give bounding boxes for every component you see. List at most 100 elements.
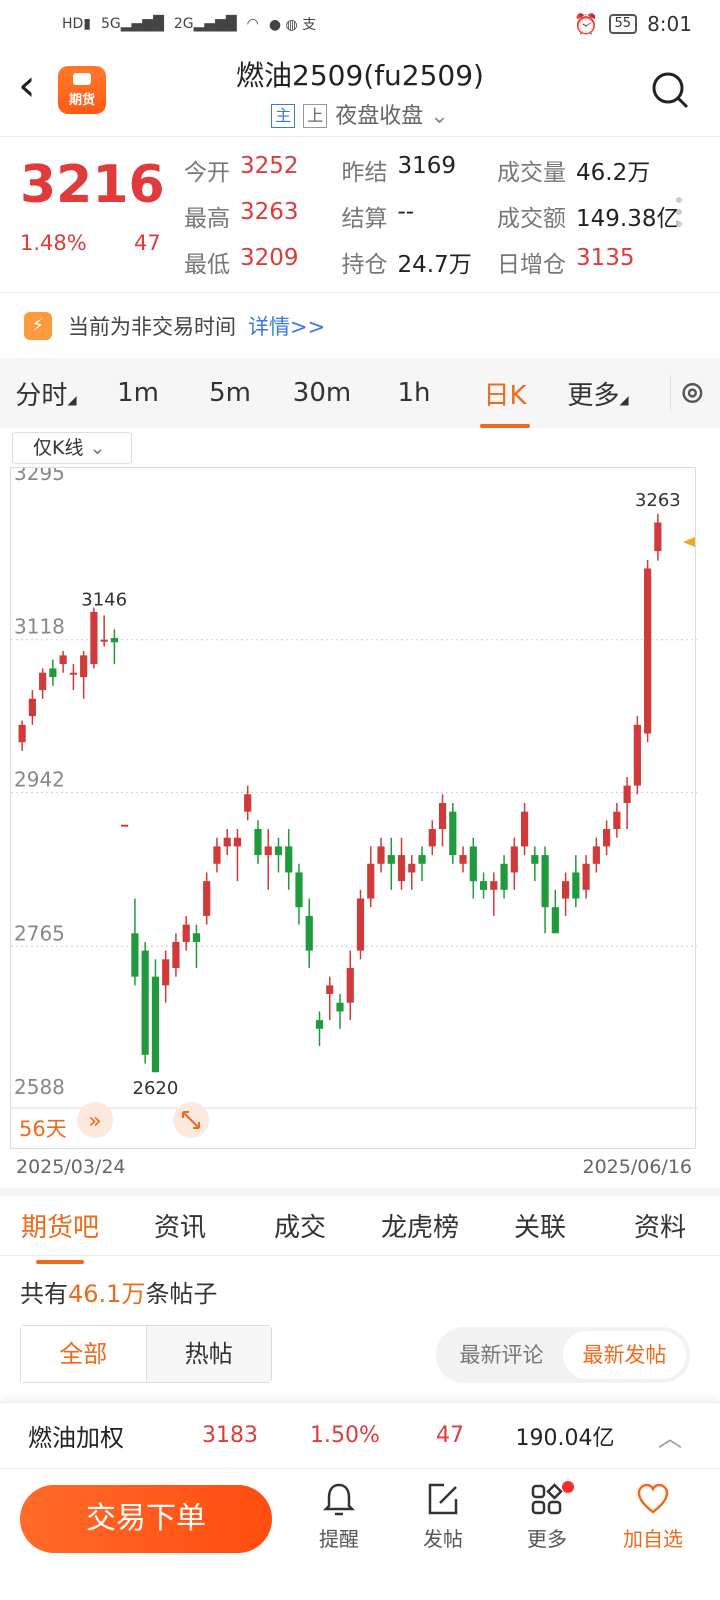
bell-icon (322, 1483, 356, 1516)
candle-body (387, 855, 395, 864)
sort-latest-post[interactable]: 最新发帖 (563, 1331, 686, 1379)
candlestick-chart[interactable]: 3295 3118 2942 2765 2588 3263 2620 3146 56天 » (10, 461, 697, 1149)
y-tick-label: 2765 (14, 921, 65, 945)
candle-body (100, 639, 108, 642)
lightning-icon: ⚡ (24, 311, 52, 340)
candle-body (326, 985, 334, 995)
quote-field: 成交额 149.38亿 (497, 199, 684, 233)
tab-news[interactable]: 资讯 (153, 1213, 206, 1243)
candle-body (336, 1002, 344, 1012)
y-tick-label: 2588 (14, 1075, 65, 1099)
tab-daily-k[interactable]: 日K (480, 375, 530, 428)
quote-field-label: 日增仓 (497, 252, 566, 278)
candle-body (49, 668, 57, 678)
chart-annotation: 3263 (635, 490, 681, 511)
nav-more[interactable]: 更多 (502, 1481, 592, 1552)
candle-body (438, 802, 447, 830)
double-chevron-icon: » (88, 1109, 101, 1134)
chevron-up-icon[interactable]: ︿ (658, 1424, 682, 1452)
candle-body (141, 950, 149, 1055)
quote-row: 今开 3252 昨结 3169 成交量 46.2万 (184, 147, 684, 193)
notification-dot (562, 1481, 574, 1493)
candle-body (500, 863, 508, 890)
filter-all-button[interactable]: 全部 (21, 1326, 147, 1382)
nav-remind[interactable]: 提醒 (294, 1481, 384, 1552)
related-change: 47 (436, 1423, 464, 1448)
quote-field: 昨结 3169 (341, 153, 497, 187)
tab-leaderboard[interactable]: 龙虎榜 (380, 1213, 459, 1243)
session-selector[interactable]: 主上夜盘收盘 ⌄ (0, 98, 720, 130)
post-count: 共有46.1万条帖子 (20, 1280, 218, 1308)
candle-body (490, 881, 498, 890)
candle-body (592, 846, 600, 864)
candle-body (531, 855, 539, 864)
main-contract-tag: 主 (271, 104, 296, 128)
candle-body (582, 863, 590, 890)
candle-body (80, 655, 88, 678)
back-button[interactable]: ‹ (18, 60, 36, 111)
quote-field-value: 3209 (240, 245, 299, 271)
candle-body (418, 855, 426, 864)
candle-body (603, 829, 611, 847)
quote-field-value: 149.38亿 (576, 206, 680, 232)
quote-field-value: 3252 (240, 153, 299, 179)
tab-more[interactable]: 更多◢ (567, 380, 629, 411)
candle-body (131, 933, 139, 977)
quote-field-label: 结算 (341, 206, 388, 232)
candle-body (408, 863, 416, 873)
kline-type-select[interactable]: 仅K线 ⌄ (12, 432, 132, 464)
last-price: 3216 (20, 155, 165, 215)
nav-favorite[interactable]: 加自选 (608, 1481, 698, 1552)
tab-1h[interactable]: 1h (397, 378, 431, 408)
nav-post[interactable]: 发帖 (398, 1481, 488, 1552)
candle-body (315, 1020, 324, 1029)
expand-icon (182, 1111, 200, 1129)
trade-button[interactable]: 交易下单 (20, 1485, 272, 1553)
candle-body (90, 611, 98, 665)
tab-timeshare[interactable]: 分时◢ (15, 380, 77, 411)
quote-field-label: 持仓 (341, 252, 388, 278)
candle-body (285, 846, 293, 873)
tab-info[interactable]: 资料 (633, 1213, 686, 1243)
candle-body (654, 522, 662, 552)
candle-body (377, 846, 385, 864)
candle-body (356, 898, 365, 951)
more-dots-icon[interactable] (676, 197, 682, 233)
tab-trades[interactable]: 成交 (273, 1213, 326, 1243)
candle-body (633, 724, 641, 786)
related-name: 燃油加权 (28, 1424, 124, 1452)
edit-icon (428, 1483, 458, 1515)
candle-body (110, 637, 119, 643)
candle-body (561, 881, 570, 899)
chart-start-date: 2025/03/24 (16, 1156, 126, 1178)
related-contract-bar[interactable]: 燃油加权 3183 1.50% 47 190.04亿 ︿ (0, 1402, 720, 1468)
tab-1m[interactable]: 1m (117, 378, 159, 408)
candle-body (428, 829, 436, 847)
candle-body (213, 846, 221, 864)
candle-body (623, 785, 631, 803)
filter-hot-button[interactable]: 热帖 (146, 1326, 271, 1382)
chart-canvas: 3295 3118 2942 2765 2588 3263 2620 3146 56天 » (11, 461, 697, 1141)
quote-field-value: 3135 (576, 245, 635, 271)
bottom-nav: 交易下单 提醒 发帖 更多 加自选 (0, 1468, 720, 1600)
candle-body (121, 824, 129, 827)
quote-field-value: 24.7万 (397, 252, 472, 278)
app-notification-icons: ● ◍ 支 (268, 17, 317, 33)
alarm-icon: ⏰ (573, 12, 599, 36)
tab-5m[interactable]: 5m (209, 378, 251, 408)
tab-30m[interactable]: 30m (292, 378, 352, 408)
tab-forum[interactable]: 期货吧 (0, 1207, 120, 1264)
chevron-down-icon: ⌄ (89, 437, 106, 459)
related-amount: 190.04亿 (515, 1425, 615, 1451)
candle-body (469, 846, 477, 882)
candle-body (203, 881, 211, 916)
chart-end-date: 2025/06/16 (582, 1156, 692, 1178)
tab-related[interactable]: 关联 (513, 1213, 566, 1243)
related-pct: 1.50% (310, 1423, 380, 1448)
notice-detail-link[interactable]: 详情>> (248, 314, 326, 339)
gear-icon[interactable] (670, 375, 706, 411)
sort-latest-comment[interactable]: 最新评论 (459, 1343, 544, 1367)
post-count-value: 46.1万 (68, 1280, 146, 1308)
search-icon[interactable] (650, 70, 690, 110)
candle-body (162, 959, 170, 986)
